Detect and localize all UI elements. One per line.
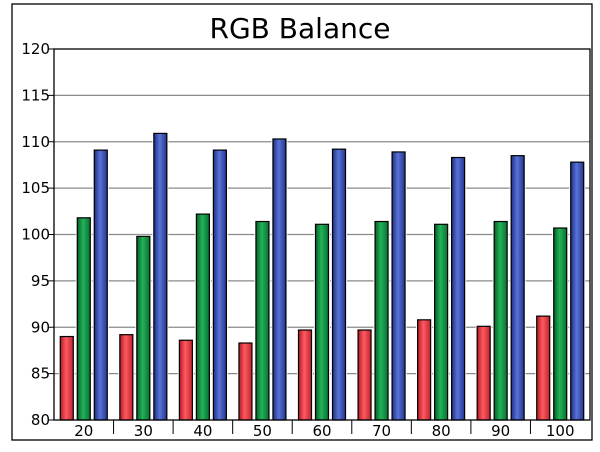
bar-green-40 (195, 213, 210, 421)
x-tick-label: 50 (253, 422, 272, 440)
y-tick-label: 80 (31, 411, 50, 429)
plot-frame (53, 48, 591, 421)
bar-blue-60 (331, 148, 347, 421)
y-tick-label: 110 (21, 133, 50, 151)
bar-red-100 (536, 315, 551, 421)
bar-red-30 (119, 334, 134, 421)
chart-frame (11, 3, 593, 441)
bar-red-50 (238, 342, 253, 421)
x-tick-label: 100 (546, 422, 575, 440)
y-tick-label: 85 (31, 365, 50, 383)
y-tick-label: 115 (21, 86, 50, 104)
x-tick-label: 30 (134, 422, 153, 440)
bar-green-20 (76, 217, 91, 421)
bar-blue-20 (93, 149, 108, 421)
axis-layer: 80 85 90 95 100 105 110 115 120 20 30 40 50 60 70 80 90 1… (11, 3, 593, 441)
bar-red-40 (178, 339, 193, 421)
bar-green-100 (553, 227, 568, 421)
bar-blue-30 (153, 132, 168, 421)
y-tick-label: 120 (21, 40, 50, 58)
bar-green-30 (136, 235, 151, 421)
bar-blue-100 (570, 161, 585, 421)
x-tick-label: 40 (193, 422, 212, 440)
y-tick-label: 90 (31, 318, 50, 336)
bar-red-90 (476, 325, 491, 421)
bar-green-90 (493, 220, 508, 421)
bar-red-60 (297, 329, 313, 421)
x-tick-label: 70 (372, 422, 391, 440)
bar-green-60 (314, 223, 330, 421)
bar-blue-70 (391, 151, 406, 421)
y-tick-label: 105 (21, 179, 50, 197)
y-tick-label: 100 (21, 226, 50, 244)
x-tick-label: 20 (74, 422, 93, 440)
bar-blue-80 (451, 156, 466, 421)
x-tick-label: 80 (432, 422, 451, 440)
x-tick-label: 60 (312, 422, 331, 440)
bar-blue-40 (212, 149, 227, 421)
chart-title: RGB Balance (209, 12, 391, 45)
bar-green-50 (255, 220, 270, 421)
bar-blue-50 (272, 138, 287, 421)
x-tick-label: 90 (491, 422, 510, 440)
bar-layer (58, 131, 586, 421)
bar-red-80 (417, 319, 432, 421)
bar-red-20 (59, 335, 74, 421)
bar-green-80 (434, 223, 449, 421)
y-tick-label: 95 (31, 272, 50, 290)
bar-blue-90 (510, 155, 525, 421)
bar-red-70 (357, 329, 372, 421)
bar-green-70 (374, 220, 389, 421)
